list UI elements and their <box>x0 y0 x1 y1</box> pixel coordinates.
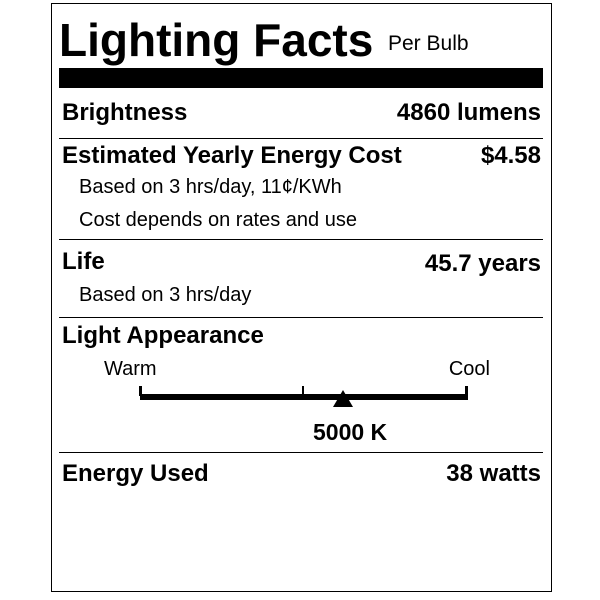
header-bar <box>59 68 543 88</box>
divider <box>59 239 543 240</box>
scale-tick <box>139 386 142 396</box>
cost-note-2: Cost depends on rates and use <box>79 209 357 231</box>
energy-value: 38 watts <box>446 460 541 487</box>
brightness-value: 4860 lumens <box>396 99 541 126</box>
warm-label: Warm <box>104 358 157 380</box>
color-temperature-marker <box>333 390 354 407</box>
scale-tick <box>302 386 304 396</box>
color-scale-bar <box>140 394 468 400</box>
label-border <box>51 3 552 592</box>
cost-label: Estimated Yearly Energy Cost <box>62 142 402 169</box>
label-subtitle: Per Bulb <box>388 32 469 55</box>
label-title: Lighting Facts <box>59 14 374 66</box>
divider <box>59 452 543 453</box>
cool-label: Cool <box>448 358 490 380</box>
scale-tick <box>465 386 468 396</box>
energy-label: Energy Used <box>62 460 209 487</box>
divider <box>59 138 543 139</box>
divider <box>59 317 543 318</box>
color-temperature-value: 5000 K <box>313 419 388 445</box>
cost-note-1: Based on 3 hrs/day, 11¢/KWh <box>79 176 342 198</box>
appearance-label: Light Appearance <box>62 322 264 349</box>
life-note: Based on 3 hrs/day <box>79 284 252 306</box>
cost-value: $4.58 <box>480 142 541 169</box>
brightness-label: Brightness <box>62 99 188 126</box>
life-label: Life <box>62 248 105 275</box>
life-value: 45.7 years <box>424 250 541 277</box>
